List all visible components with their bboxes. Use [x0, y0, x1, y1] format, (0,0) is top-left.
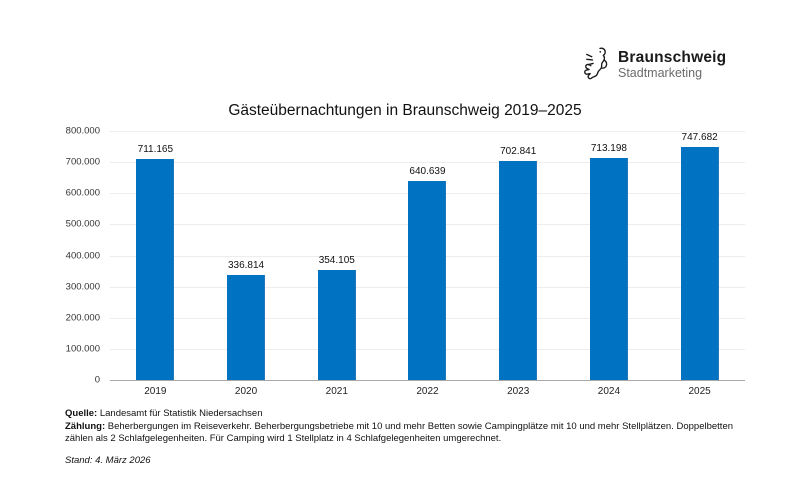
counting-label: Zählung:	[65, 421, 106, 433]
category-2020: 336.814 2020	[201, 131, 292, 397]
counting-text: Beherbergungen im Reiseverkehr. Beherber…	[65, 421, 734, 445]
counting-note: Zählung: Beherbergungen im Reiseverkehr.…	[65, 421, 759, 445]
x-tick-label: 2023	[507, 386, 530, 397]
source-note: Quelle: Landesamt für Statistik Niedersa…	[65, 408, 759, 420]
x-tick-label: 2021	[325, 386, 348, 397]
category-2022: 640.639 2022	[382, 131, 473, 397]
y-tick-label: 300.000	[65, 281, 100, 293]
braunschweig-lion-icon	[584, 47, 608, 80]
bar-2019	[136, 158, 175, 380]
bar-2021	[317, 269, 356, 380]
bar-value-label: 713.198	[590, 143, 627, 155]
bar-value-label: 354.105	[318, 254, 355, 266]
y-tick-label: 100.000	[65, 343, 100, 355]
footer-notes: Quelle: Landesamt für Statistik Niedersa…	[65, 408, 759, 446]
category-2025: 747.682 2025	[654, 131, 745, 397]
logo-text: Braunschweig Stadtmarketing	[618, 49, 726, 80]
category-2021: 354.105 2021	[291, 131, 382, 397]
logo-name: Braunschweig	[618, 48, 727, 66]
x-axis-line	[110, 380, 745, 381]
bar-2022	[408, 180, 447, 380]
as-of-date: Stand: 4. März 2026	[65, 455, 151, 466]
bar-value-label: 711.165	[137, 143, 174, 155]
category-2023: 702.841 2023	[473, 131, 564, 397]
logo-subtitle: Stadtmarketing	[618, 66, 703, 81]
bar-value-label: 336.814	[227, 260, 265, 272]
x-tick-label: 2022	[416, 386, 439, 397]
source-text: Landesamt für Statistik Niedersachsen	[97, 408, 263, 419]
bar-2025	[680, 147, 719, 380]
bar-value-label: 640.639	[409, 165, 446, 177]
gridline	[110, 131, 745, 132]
bar-chart-plot-area: 0 100.000 200.000 300.000 400.000 500.000 600.…	[66, 126, 745, 397]
braunschweig-stadtmarketing-logo: Braunschweig Stadtmarketing	[578, 46, 726, 83]
y-tick-label: 400.000	[65, 250, 100, 261]
category-2019: 711.165 2019	[110, 131, 201, 397]
bar-2024	[589, 158, 628, 380]
y-tick-label: 200.000	[65, 312, 100, 324]
x-tick-label: 2019	[144, 386, 167, 397]
y-tick-label: 800.000	[65, 125, 100, 137]
y-tick-label: 700.000	[65, 156, 100, 168]
x-tick-label: 2020	[234, 386, 258, 397]
bar-value-label: 702.841	[500, 146, 537, 158]
category-2024: 713.198 2024	[564, 131, 655, 397]
y-tick-label: 500.000	[65, 218, 100, 230]
gridline	[110, 162, 745, 164]
y-tick-label: 0	[94, 374, 100, 386]
bar-2020	[227, 275, 266, 380]
source-label: Quelle:	[65, 408, 98, 419]
chart-title: Gästeübernachtungen in Braunschweig 2019…	[228, 102, 582, 119]
x-tick-label: 2025	[688, 386, 711, 397]
bar-2023	[499, 161, 538, 380]
bar-value-label: 747.682	[681, 132, 718, 144]
x-tick-label: 2024	[597, 386, 621, 397]
y-tick-label: 600.000	[65, 187, 100, 199]
